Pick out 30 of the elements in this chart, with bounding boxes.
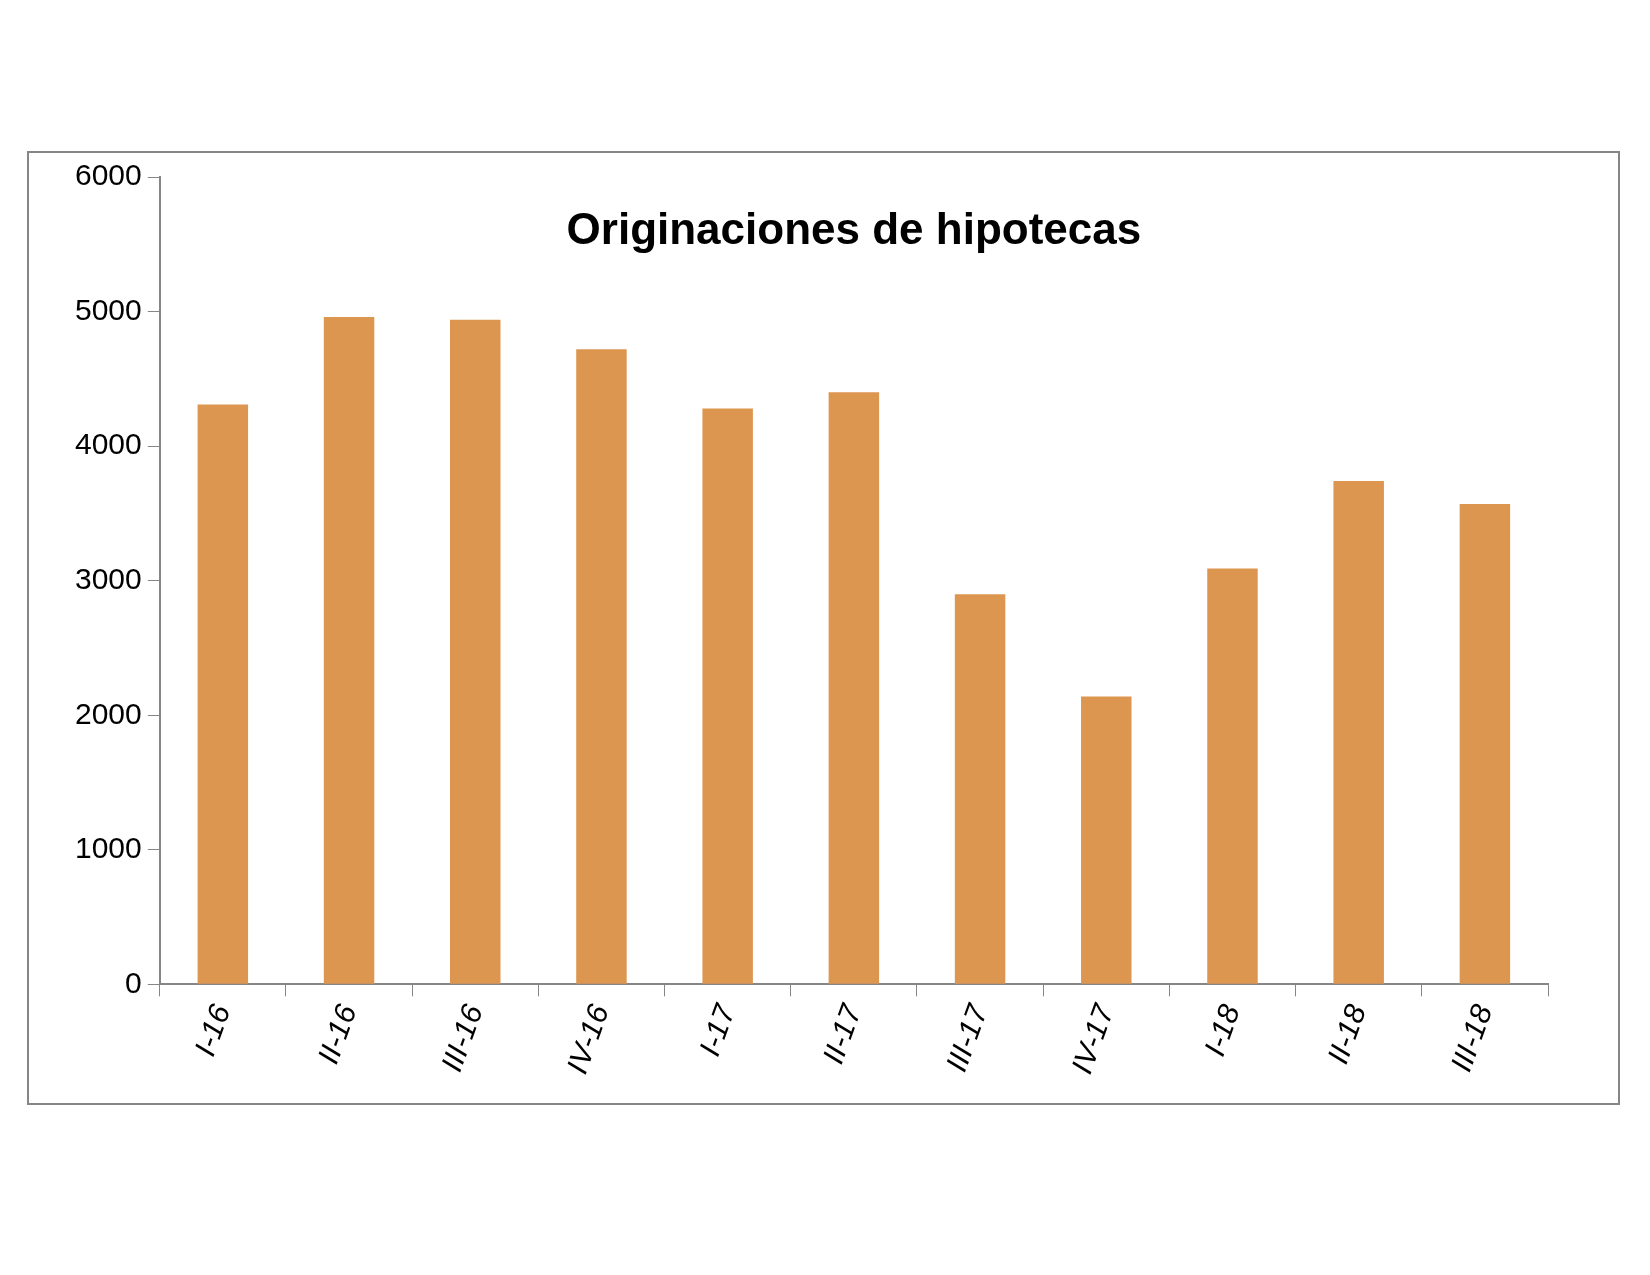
y-tick-label: 1000: [74, 831, 142, 865]
y-tick-label: 4000: [74, 427, 142, 461]
bar: [323, 316, 375, 984]
x-tick-label: I-16: [187, 999, 237, 1060]
x-tick-label: II-16: [310, 999, 363, 1068]
x-tick-label: III-17: [939, 998, 994, 1076]
y-tick-label: 2000: [74, 696, 142, 730]
x-tick-label: II-17: [815, 998, 868, 1068]
bar: [828, 392, 880, 984]
text: Originaciones de hipotecas: [566, 204, 1142, 254]
x-tick-label: IV-16: [559, 999, 616, 1078]
x-tick-label: I-18: [1197, 999, 1247, 1060]
x-tick-label: IV-17: [1064, 998, 1121, 1078]
bar: [1333, 481, 1384, 984]
bar: [1459, 503, 1511, 984]
bar: [450, 319, 501, 984]
y-tick-label: 6000: [74, 158, 142, 192]
x-tick-label: III-18: [1443, 999, 1499, 1076]
x-tick-label: II-18: [1320, 999, 1373, 1068]
bar: [1081, 696, 1132, 984]
y-tick-label: 0: [125, 965, 142, 999]
x-tick-label: I-17: [692, 998, 742, 1060]
bar: [954, 594, 1006, 984]
bar: [197, 404, 249, 984]
bar: [702, 408, 753, 984]
y-tick-label: 5000: [74, 292, 142, 326]
bar: [1207, 568, 1258, 984]
x-tick-label: III-16: [434, 999, 489, 1076]
y-tick-label: 3000: [74, 561, 142, 595]
bar: [576, 349, 627, 984]
